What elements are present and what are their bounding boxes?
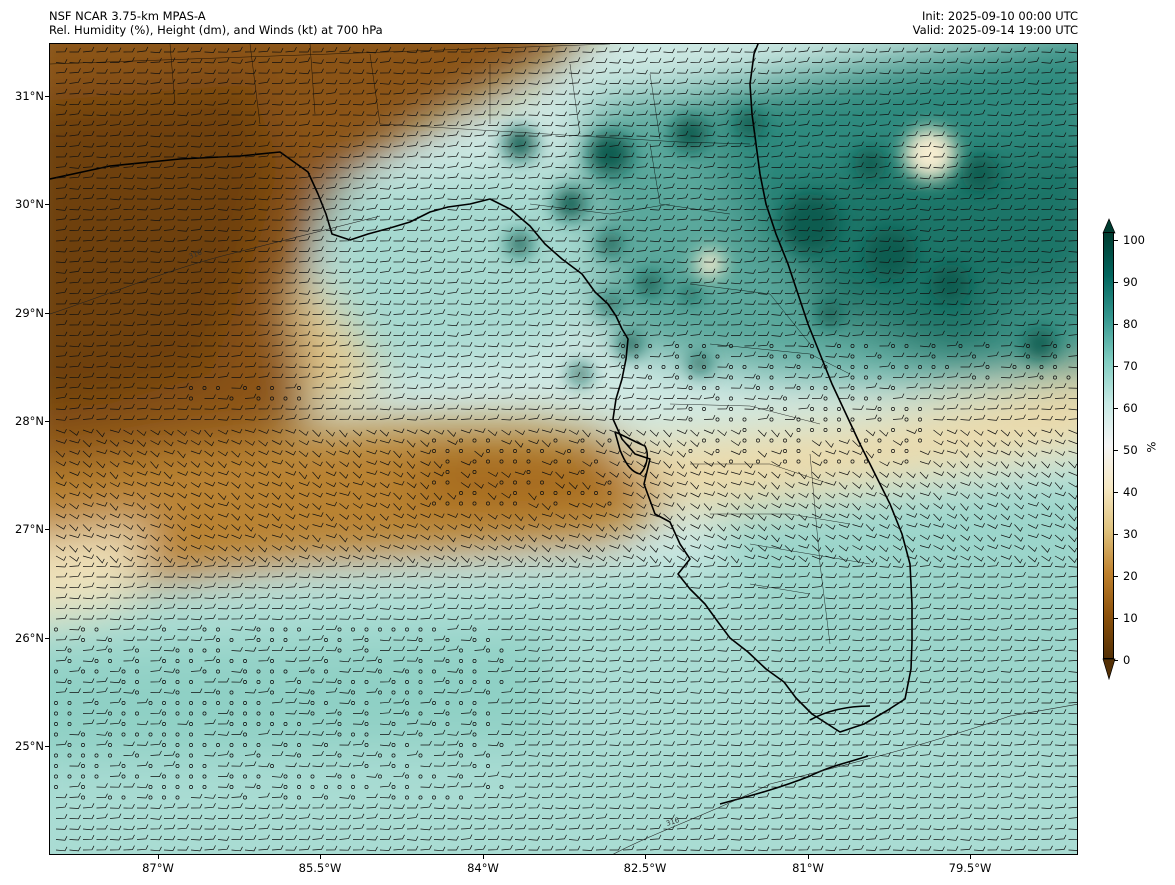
field-title: Rel. Humidity (%), Height (dm), and Wind… bbox=[49, 23, 383, 37]
colorbar-min-arrow bbox=[1102, 658, 1116, 680]
colorbar-tick-label: 70 bbox=[1123, 359, 1138, 373]
lon-label: 87°W bbox=[142, 861, 174, 875]
colorbar-tick bbox=[1114, 324, 1118, 325]
colorbar-tick bbox=[1114, 534, 1118, 535]
height-contours bbox=[50, 215, 1077, 854]
colorbar-tick-label: 60 bbox=[1123, 401, 1138, 415]
colorbar bbox=[1103, 232, 1114, 659]
colorbar-tick-label: 80 bbox=[1123, 317, 1138, 331]
lat-tick bbox=[45, 638, 49, 639]
map-panel: 316 316 bbox=[49, 43, 1078, 855]
chart-header-right: Init: 2025-09-10 00:00 UTC Valid: 2025-0… bbox=[913, 9, 1078, 37]
colorbar-tick-label: 10 bbox=[1123, 611, 1138, 625]
colorbar-tick-label: 90 bbox=[1123, 275, 1138, 289]
lon-label: 85.5°W bbox=[298, 861, 342, 875]
colorbar-tick-label: 30 bbox=[1123, 527, 1138, 541]
lat-tick bbox=[45, 746, 49, 747]
humidity-map: 316 316 bbox=[50, 44, 1077, 854]
contour-label: 316 bbox=[665, 816, 681, 828]
lon-tick bbox=[970, 855, 971, 859]
lat-tick bbox=[45, 529, 49, 530]
colorbar-tick bbox=[1114, 282, 1118, 283]
colorbar-tick-label: 100 bbox=[1123, 233, 1145, 247]
colorbar-tick bbox=[1114, 408, 1118, 409]
lon-tick bbox=[158, 855, 159, 859]
colorbar-tick bbox=[1114, 450, 1118, 451]
valid-time: Valid: 2025-09-14 19:00 UTC bbox=[912, 23, 1078, 37]
colorbar-tick-label: 0 bbox=[1123, 653, 1131, 667]
humidity-field bbox=[50, 44, 1077, 854]
wind-barbs bbox=[55, 46, 1077, 852]
calm-wind-circles bbox=[54, 344, 1071, 800]
lon-tick bbox=[808, 855, 809, 859]
lon-tick bbox=[645, 855, 646, 859]
lon-label: 81°W bbox=[792, 861, 824, 875]
lat-label: 25°N bbox=[15, 739, 44, 753]
lat-label: 27°N bbox=[15, 522, 44, 536]
lon-label: 79.5°W bbox=[948, 861, 992, 875]
model-title: NSF NCAR 3.75-km MPAS-A bbox=[49, 9, 206, 23]
lon-label: 82.5°W bbox=[623, 861, 667, 875]
lat-tick bbox=[45, 96, 49, 97]
init-time: Init: 2025-09-10 00:00 UTC bbox=[922, 9, 1078, 23]
colorbar-tick bbox=[1114, 492, 1118, 493]
state-boundaries bbox=[50, 44, 871, 645]
colorbar-tick-label: 20 bbox=[1123, 569, 1138, 583]
lon-tick bbox=[483, 855, 484, 859]
colorbar-tick bbox=[1114, 366, 1118, 367]
lat-tick bbox=[45, 313, 49, 314]
colorbar-unit: % bbox=[1144, 441, 1159, 453]
lon-tick bbox=[320, 855, 321, 859]
lon-label: 84°W bbox=[467, 861, 499, 875]
colorbar-tick bbox=[1114, 660, 1118, 661]
lat-tick bbox=[45, 204, 49, 205]
lat-label: 26°N bbox=[15, 631, 44, 645]
colorbar-tick bbox=[1114, 618, 1118, 619]
chart-header-left: NSF NCAR 3.75-km MPAS-A Rel. Humidity (%… bbox=[49, 9, 383, 37]
lat-label: 28°N bbox=[15, 414, 44, 428]
lat-label: 31°N bbox=[15, 89, 44, 103]
colorbar-tick bbox=[1114, 576, 1118, 577]
lat-label: 29°N bbox=[15, 306, 44, 320]
colorbar-tick-label: 50 bbox=[1123, 443, 1138, 457]
lat-label: 30°N bbox=[15, 197, 44, 211]
colorbar-tick bbox=[1114, 240, 1118, 241]
lat-tick bbox=[45, 421, 49, 422]
colorbar-tick-label: 40 bbox=[1123, 485, 1138, 499]
